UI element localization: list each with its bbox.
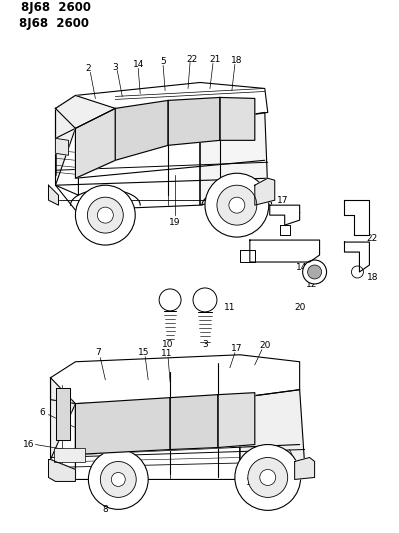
Text: 14: 14 <box>132 60 144 69</box>
Polygon shape <box>255 178 275 205</box>
Text: 8J68  2600: 8J68 2600 <box>21 1 91 14</box>
Text: 18: 18 <box>231 56 243 65</box>
Text: 9: 9 <box>299 467 304 476</box>
Polygon shape <box>240 250 255 262</box>
Text: 4: 4 <box>267 469 273 478</box>
Polygon shape <box>218 393 255 448</box>
Text: 13: 13 <box>182 419 194 428</box>
Text: 18: 18 <box>367 273 378 282</box>
Polygon shape <box>280 225 290 235</box>
Text: 19: 19 <box>169 217 181 227</box>
Polygon shape <box>55 95 115 128</box>
Text: 20: 20 <box>259 341 271 350</box>
Polygon shape <box>250 240 320 262</box>
Circle shape <box>205 173 269 237</box>
Polygon shape <box>344 242 369 272</box>
Text: 14: 14 <box>296 263 307 272</box>
Text: 7: 7 <box>95 348 101 357</box>
Text: 11: 11 <box>161 349 173 358</box>
Circle shape <box>248 457 288 497</box>
Text: 2: 2 <box>85 64 91 73</box>
Polygon shape <box>51 398 240 480</box>
Text: 10: 10 <box>162 340 174 349</box>
Circle shape <box>100 462 136 497</box>
Polygon shape <box>75 108 115 178</box>
Polygon shape <box>200 112 268 205</box>
Polygon shape <box>220 98 255 140</box>
Text: 16: 16 <box>23 440 34 449</box>
Polygon shape <box>55 139 69 155</box>
Text: 20: 20 <box>294 303 305 312</box>
Text: 3: 3 <box>113 63 118 72</box>
Polygon shape <box>55 83 268 139</box>
Circle shape <box>75 185 135 245</box>
Circle shape <box>229 197 245 213</box>
Text: 10: 10 <box>246 478 258 487</box>
Circle shape <box>302 260 326 284</box>
Circle shape <box>235 445 301 511</box>
Circle shape <box>352 266 363 278</box>
Circle shape <box>260 470 276 486</box>
Polygon shape <box>51 355 300 403</box>
Text: 22: 22 <box>186 55 198 64</box>
Text: 8J68  2600: 8J68 2600 <box>19 17 89 30</box>
Polygon shape <box>270 205 300 225</box>
Polygon shape <box>55 123 200 210</box>
Polygon shape <box>344 200 369 235</box>
Circle shape <box>87 197 123 233</box>
Polygon shape <box>75 398 170 455</box>
Text: 22: 22 <box>367 233 378 243</box>
Text: 21: 21 <box>209 55 221 64</box>
Polygon shape <box>49 459 75 481</box>
Circle shape <box>308 265 322 279</box>
Polygon shape <box>49 185 59 205</box>
Text: 6: 6 <box>40 408 45 417</box>
Circle shape <box>159 289 181 311</box>
Circle shape <box>111 472 125 487</box>
Text: 3: 3 <box>202 340 208 349</box>
Polygon shape <box>55 387 71 440</box>
Text: 5: 5 <box>160 57 166 66</box>
Text: 12: 12 <box>306 280 317 289</box>
Text: 12: 12 <box>152 419 164 428</box>
Text: 8: 8 <box>103 505 108 514</box>
Text: 15: 15 <box>138 348 150 357</box>
Polygon shape <box>170 394 218 449</box>
Text: 11: 11 <box>224 303 236 312</box>
Text: 17: 17 <box>231 344 243 353</box>
Circle shape <box>97 207 113 223</box>
Circle shape <box>217 185 257 225</box>
Polygon shape <box>168 98 220 146</box>
Text: 17: 17 <box>277 196 288 205</box>
Polygon shape <box>55 108 79 195</box>
Polygon shape <box>115 100 168 160</box>
Polygon shape <box>51 378 75 470</box>
Polygon shape <box>295 457 314 480</box>
Polygon shape <box>240 390 304 480</box>
Circle shape <box>89 449 148 510</box>
Bar <box>53 448 85 463</box>
Circle shape <box>193 288 217 312</box>
